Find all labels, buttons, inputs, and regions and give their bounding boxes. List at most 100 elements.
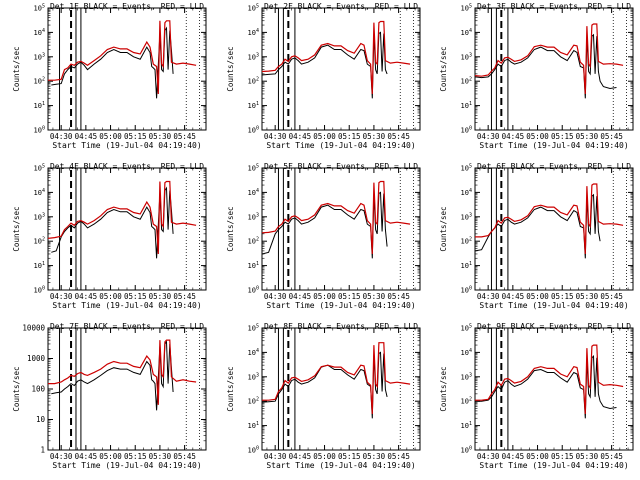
series-line-events bbox=[51, 186, 174, 259]
x-tick-label: 05:15 bbox=[124, 452, 147, 461]
x-tick-label: 05:45 bbox=[387, 452, 410, 461]
x-tick-label: 05:45 bbox=[173, 452, 196, 461]
chart-panel-6: Det 6F BLACK = Events, RED = LLD 100 101 10… bbox=[439, 162, 634, 310]
y-tick-label: 102 bbox=[34, 237, 45, 246]
x-tick-label: 05:30 bbox=[363, 132, 386, 141]
y-tick-label: 101 bbox=[248, 421, 259, 430]
series-line-lld bbox=[48, 180, 197, 255]
y-tick-label: 105 bbox=[248, 324, 259, 333]
plot-frame bbox=[474, 327, 634, 451]
x-axis-label: Start Time (19-Jul-04 04:19:40) bbox=[52, 301, 201, 310]
chart-title: Det 9F BLACK = Events, RED = LLD bbox=[477, 322, 631, 331]
x-tick-label: 05:45 bbox=[387, 292, 410, 301]
x-tick-label: 05:00 bbox=[313, 292, 336, 301]
x-tick-label: 04:30 bbox=[50, 292, 73, 301]
x-tick-label: 05:15 bbox=[338, 132, 361, 141]
x-tick-label: 05:30 bbox=[576, 452, 599, 461]
y-axis-label: Counts/sec bbox=[439, 366, 448, 411]
x-tick-label: 05:45 bbox=[173, 132, 196, 141]
x-tick-label: 04:30 bbox=[50, 132, 73, 141]
series-group bbox=[475, 183, 624, 259]
y-tick-label: 105 bbox=[461, 324, 472, 333]
series-line-lld bbox=[262, 20, 411, 95]
y-tick-label: 1 bbox=[40, 446, 45, 455]
x-tick-label: 04:45 bbox=[75, 132, 98, 141]
series-line-lld bbox=[475, 23, 624, 95]
y-tick-label: 104 bbox=[248, 348, 259, 357]
x-tick-label: 04:45 bbox=[289, 452, 312, 461]
x-tick-label: 04:45 bbox=[289, 292, 312, 301]
x-tick-label: 05:30 bbox=[149, 292, 172, 301]
x-tick-label: 05:00 bbox=[313, 132, 336, 141]
y-tick-label: 101 bbox=[461, 421, 472, 430]
plot-frame bbox=[474, 7, 634, 131]
chart-title: Det 5F BLACK = Events, RED = LLD bbox=[264, 162, 418, 171]
x-tick-label: 05:15 bbox=[551, 132, 574, 141]
y-tick-label: 100 bbox=[34, 286, 45, 295]
series-group bbox=[262, 342, 411, 419]
x-axis-label: Start Time (19-Jul-04 04:19:40) bbox=[479, 461, 628, 470]
x-tick-label: 04:30 bbox=[264, 292, 287, 301]
x-tick-label: 05:30 bbox=[576, 132, 599, 141]
x-axis-label: Start Time (19-Jul-04 04:19:40) bbox=[266, 141, 415, 150]
y-tick-label: 100 bbox=[248, 286, 259, 295]
x-tick-label: 04:30 bbox=[264, 452, 287, 461]
chart-title: Det 7F BLACK = Events, RED = LLD bbox=[50, 322, 204, 331]
x-tick-label: 04:45 bbox=[289, 132, 312, 141]
y-axis-label: Counts/sec bbox=[12, 46, 21, 91]
y-tick-label: 101 bbox=[461, 261, 472, 270]
x-axis-label: Start Time (19-Jul-04 04:19:40) bbox=[52, 141, 201, 150]
x-axis-label: Start Time (19-Jul-04 04:19:40) bbox=[479, 141, 628, 150]
y-tick-label: 104 bbox=[461, 28, 472, 37]
plot-frame bbox=[261, 7, 421, 131]
series-group bbox=[475, 344, 624, 419]
x-axis-label: Start Time (19-Jul-04 04:19:40) bbox=[266, 301, 415, 310]
y-tick-label: 105 bbox=[461, 164, 472, 173]
series-line-lld bbox=[48, 20, 197, 95]
y-tick-label: 104 bbox=[461, 188, 472, 197]
y-axis-label: Counts/sec bbox=[226, 206, 235, 251]
chart-panel-2: Det 2F BLACK = Events, RED = LLD 100 101 10… bbox=[226, 2, 421, 150]
y-tick-label: 103 bbox=[461, 212, 472, 221]
y-tick-label: 103 bbox=[248, 52, 259, 61]
y-tick-label: 100 bbox=[461, 446, 472, 455]
series-line-events bbox=[475, 33, 617, 99]
y-tick-label: 103 bbox=[34, 212, 45, 221]
x-axis-label: Start Time (19-Jul-04 04:19:40) bbox=[479, 301, 628, 310]
chart-title: Det 3F BLACK = Events, RED = LLD bbox=[477, 2, 631, 11]
y-tick-label: 104 bbox=[461, 348, 472, 357]
series-line-lld bbox=[475, 344, 624, 415]
x-tick-label: 05:00 bbox=[99, 292, 122, 301]
y-tick-label: 102 bbox=[461, 77, 472, 86]
y-tick-label: 100 bbox=[461, 126, 472, 135]
y-tick-label: 100 bbox=[248, 446, 259, 455]
y-tick-label: 100 bbox=[248, 126, 259, 135]
y-tick-label: 103 bbox=[248, 212, 259, 221]
chart-panel-7: Det 7F BLACK = Events, RED = LLD 1 10 100 10… bbox=[12, 322, 207, 470]
plot-frame bbox=[261, 167, 421, 291]
y-axis-label: Counts/sec bbox=[439, 46, 448, 91]
x-tick-label: 05:30 bbox=[363, 292, 386, 301]
x-tick-label: 04:45 bbox=[502, 132, 525, 141]
chart-title: Det 8F BLACK = Events, RED = LLD bbox=[264, 322, 418, 331]
y-axis-label: Counts/sec bbox=[12, 366, 21, 411]
y-tick-label: 105 bbox=[248, 4, 259, 13]
plot-frame bbox=[261, 327, 421, 451]
chart-panel-5: Det 5F BLACK = Events, RED = LLD 100 101 10… bbox=[226, 162, 421, 310]
chart-title: Det 4F BLACK = Events, RED = LLD bbox=[50, 162, 204, 171]
y-axis-label: Counts/sec bbox=[12, 206, 21, 251]
x-tick-label: 05:30 bbox=[149, 452, 172, 461]
chart-panel-4: Det 4F BLACK = Events, RED = LLD 100 101 10… bbox=[12, 162, 207, 310]
y-tick-label: 105 bbox=[248, 164, 259, 173]
y-tick-label: 101 bbox=[34, 101, 45, 110]
x-tick-label: 04:45 bbox=[75, 292, 98, 301]
y-tick-label: 102 bbox=[248, 237, 259, 246]
y-tick-label: 105 bbox=[461, 4, 472, 13]
y-tick-label: 102 bbox=[34, 77, 45, 86]
y-tick-label: 105 bbox=[34, 4, 45, 13]
y-tick-label: 104 bbox=[248, 28, 259, 37]
y-tick-label: 102 bbox=[248, 77, 259, 86]
y-tick-label: 104 bbox=[34, 28, 45, 37]
chart-panel-8: Det 8F BLACK = Events, RED = LLD 100 101 10… bbox=[226, 322, 421, 470]
